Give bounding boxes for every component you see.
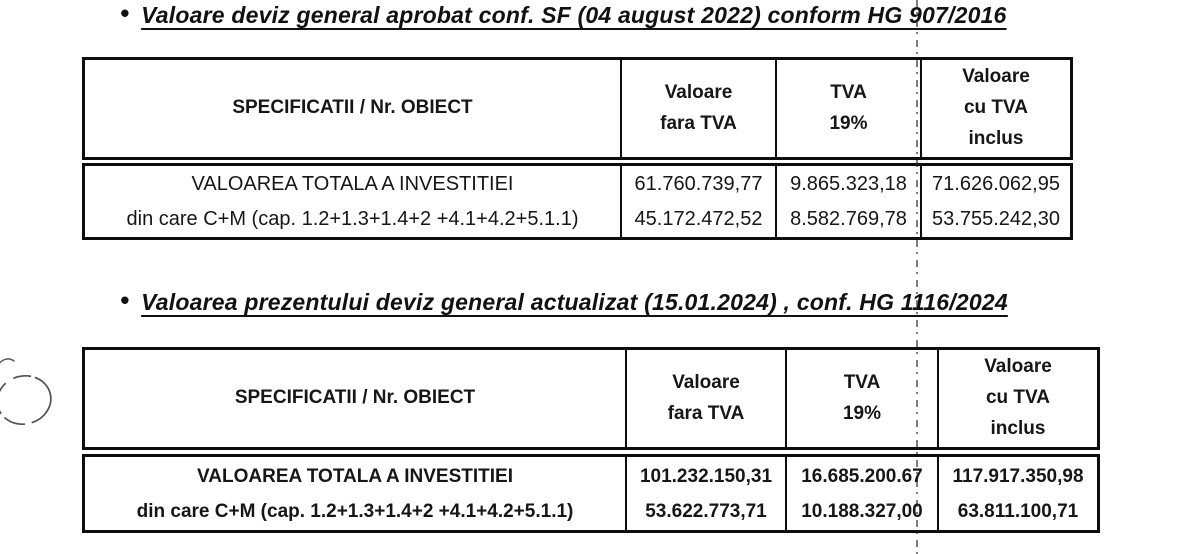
scan-fold-line: [916, 0, 918, 554]
cell-value: 71.626.062,95: [932, 172, 1060, 195]
cell-value: 101.232.150,31: [639, 465, 773, 487]
row-label: VALOAREA TOTALA A INVESTITIEI: [191, 172, 514, 195]
table-body: VALOAREA TOTALA A INVESTITIEI din care C…: [82, 454, 1100, 533]
cell-value: 8.582.769,78: [790, 207, 907, 230]
row-label: VALOAREA TOTALA A INVESTITIEI: [197, 465, 513, 487]
table-body: VALOAREA TOTALA A INVESTITIEI din care C…: [82, 163, 1073, 240]
heading-text: Valoare deviz general aprobat conf. SF (…: [141, 2, 1007, 28]
cell-value: 117.917.350,98: [952, 465, 1084, 487]
values-tva-cell: 9.865.323,18 8.582.769,78: [777, 166, 922, 237]
col-header-valoare-cu-tva: Valoare cu TVA inclus: [962, 66, 1030, 149]
values-fara-tva-cell: 61.760.739,77 45.172.472,52: [622, 166, 777, 237]
cell-value: 61.760.739,77: [634, 172, 763, 195]
values-tva-cell: 16.685.200.67 10.188.327,00: [787, 457, 939, 530]
row-labels-cell: VALOAREA TOTALA A INVESTITIEI din care C…: [85, 166, 622, 237]
spec-header-cell: SPECIFICATII / Nr. OBIECT: [85, 60, 622, 157]
row-label: din care C+M (cap. 1.2+1.3+1.4+2 +4.1+4.…: [136, 500, 574, 522]
table-header-row: SPECIFICATII / Nr. OBIECT Valoare fara T…: [82, 57, 1073, 160]
bullet-icon: •: [120, 0, 130, 28]
table-header-row: SPECIFICATII / Nr. OBIECT Valoare fara T…: [82, 347, 1100, 450]
col-header-valoare-fara-tva: Valoare fara TVA: [622, 60, 777, 157]
cell-value: 45.172.472,52: [634, 207, 763, 230]
col-header-tva: TVA 19%: [787, 350, 939, 447]
spec-header-cell: SPECIFICATII / Nr. OBIECT: [85, 350, 627, 447]
col-header-valoare-cu-tva: Valoare cu TVA inclus: [984, 356, 1052, 439]
row-labels-cell: VALOAREA TOTALA A INVESTITIEI din care C…: [85, 457, 627, 530]
cell-value: 53.755.242,30: [932, 207, 1060, 230]
cell-value: 9.865.323,18: [790, 172, 907, 195]
bullet-icon: •: [120, 285, 130, 315]
section-heading-actualizat: • Valoarea prezentului deviz general act…: [120, 285, 1008, 316]
values-cu-tva-cell: 71.626.062,95 53.755.242,30: [922, 166, 1070, 237]
cell-value: 63.811.100,71: [957, 500, 1079, 522]
col-header-tva: TVA 19%: [777, 60, 922, 157]
table-deviz-actualizat-2024: SPECIFICATII / Nr. OBIECT Valoare fara T…: [82, 347, 1100, 533]
cell-value: 10.188.327,00: [801, 500, 923, 522]
values-cu-tva-cell: 117.917.350,98 63.811.100,71: [939, 457, 1097, 530]
table-deviz-aprobat-2022: SPECIFICATII / Nr. OBIECT Valoare fara T…: [82, 57, 1073, 240]
cell-value: 53.622.773,71: [645, 500, 767, 522]
heading-text: Valoarea prezentului deviz general actua…: [141, 289, 1008, 315]
scan-circle-artifact: [0, 358, 52, 426]
section-heading-aprobat: • Valoare deviz general aprobat conf. SF…: [120, 0, 1007, 29]
cell-value: 16.685.200.67: [801, 465, 923, 487]
col-header-valoare-fara-tva: Valoare fara TVA: [627, 350, 787, 447]
values-fara-tva-cell: 101.232.150,31 53.622.773,71: [627, 457, 787, 530]
row-label: din care C+M (cap. 1.2+1.3+1.4+2 +4.1+4.…: [126, 207, 579, 230]
